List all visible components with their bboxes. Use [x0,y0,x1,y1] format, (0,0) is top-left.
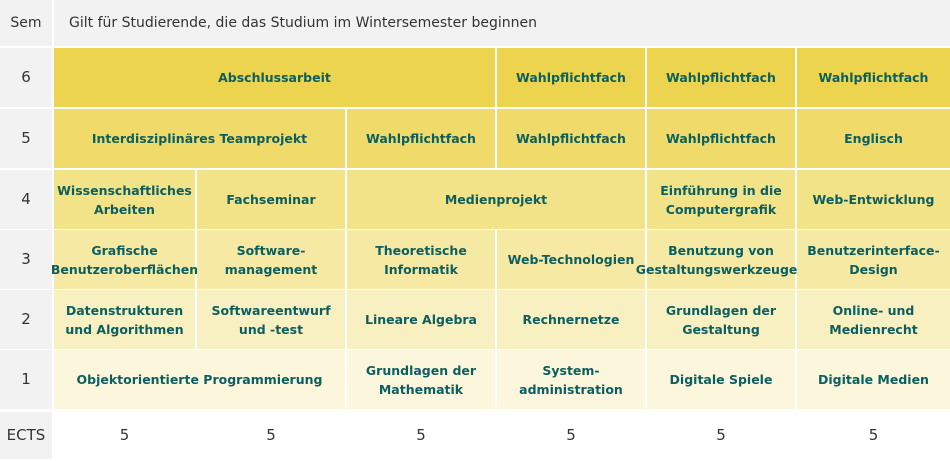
semester-number: 4 [0,170,52,229]
module-cell: Theoretische Informatik [347,230,495,289]
module-cell: Web-Technologien [497,230,645,289]
module-cell: Abschlussarbeit [54,48,495,107]
module-cell: Medienprojekt [347,170,645,229]
ects-value: 5 [647,412,795,459]
module-cell: Wahlpflichtfach [347,109,495,168]
module-cell: Digitale Spiele [647,350,795,409]
module-cell: Lineare Algebra [347,290,495,349]
ects-value: 5 [497,412,645,459]
module-cell: Datenstrukturen und Algorithmen [54,290,195,349]
ects-value: 5 [197,412,345,459]
sem-header: Sem [0,0,52,46]
module-cell: Web-Entwicklung [797,170,950,229]
semester-number: 1 [0,350,52,409]
module-cell: Einführung in die Computergrafik [647,170,795,229]
ects-value: 5 [797,412,950,459]
module-cell: Software-management [197,230,345,289]
module-cell: Wahlpflichtfach [497,48,645,107]
module-cell: Wahlpflichtfach [647,109,795,168]
semester-number: 2 [0,290,52,349]
module-cell: Wissenschaftliches Arbeiten [54,170,195,229]
ects-value: 5 [347,412,495,459]
ects-value: 5 [54,412,195,459]
module-cell: Englisch [797,109,950,168]
module-cell: Grundlagen der Mathematik [347,350,495,409]
module-cell: Rechnernetze [497,290,645,349]
module-cell: Interdisziplinäres Teamprojekt [54,109,345,168]
module-cell: Benutzung von Gestaltungswerkzeugen [636,230,806,289]
module-cell: Digitale Medien [797,350,950,409]
module-cell: Wahlpflichtfach [497,109,645,168]
module-cell: Grafische Benutzeroberflächen [51,230,198,289]
module-cell: Benutzerinterface-Design [797,230,950,289]
module-cell: System-administration [497,350,645,409]
semester-number: 6 [0,48,52,107]
module-cell: Grundlagen der Gestaltung [647,290,795,349]
module-cell: Online- und Medienrecht [797,290,950,349]
module-cell: Wahlpflichtfach [647,48,795,107]
semester-number: 3 [0,230,52,289]
module-cell: Wahlpflichtfach [797,48,950,107]
semester-number: 5 [0,109,52,168]
table-title: Gilt für Studierende, die das Studium im… [54,0,950,46]
module-cell: Fachseminar [197,170,345,229]
module-cell: Softwareentwurf und -test [197,290,345,349]
module-cell: Objektorientierte Programmierung [54,350,345,409]
ects-label: ECTS [0,412,52,459]
